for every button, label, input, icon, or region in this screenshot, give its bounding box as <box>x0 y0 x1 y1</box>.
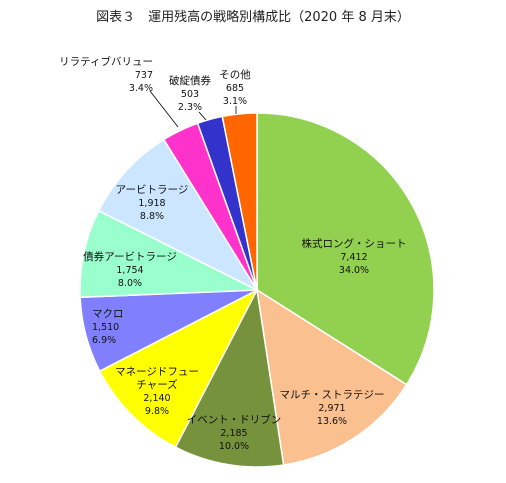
leader-line <box>198 111 207 121</box>
slice-label: 株式ロング・ショート <box>302 237 407 250</box>
slice-label: アービトラージ <box>116 184 189 196</box>
slice-percent: 8.0% <box>118 278 142 289</box>
leader-line <box>149 90 179 128</box>
slice-value: 2,185 <box>220 428 247 439</box>
slice-label: 債券アービトラージ <box>83 250 177 263</box>
slice-value: 503 <box>181 89 199 100</box>
slice-label: マネージドフュー <box>115 366 199 378</box>
slice-value: 2,140 <box>143 393 170 404</box>
slice-label: イベント・ドリブン <box>187 413 282 426</box>
slice-value: 685 <box>226 83 244 94</box>
slice-value: 1,754 <box>116 265 143 276</box>
pie-slice <box>79 209 258 299</box>
slice-label: マクロ <box>92 308 124 320</box>
slice-value: 7,412 <box>340 252 367 263</box>
pie-slice <box>221 112 258 291</box>
slice-percent: 3.1% <box>223 96 247 107</box>
slice-label: リラティブバリュー <box>59 55 153 68</box>
pie-slice <box>97 138 260 292</box>
slice-percent: 3.4% <box>129 83 153 94</box>
pie-slice <box>256 112 435 386</box>
slice-percent: 6.9% <box>92 335 116 346</box>
slice-value: 1,918 <box>138 198 165 209</box>
slice-label: その他 <box>219 68 251 81</box>
slice-label: 破綻債券 <box>169 74 211 87</box>
pie-slice <box>174 287 285 468</box>
slice-value: 737 <box>135 70 153 81</box>
slice-percent: 13.6% <box>317 416 347 427</box>
slice-percent: 10.0% <box>219 441 249 452</box>
slice-label: チャーズ <box>136 378 177 391</box>
slice-percent: 9.8% <box>145 406 169 417</box>
slice-percent: 2.3% <box>178 102 202 113</box>
slice-value: 1,510 <box>92 322 119 333</box>
slice-label: マルチ・ストラテジー <box>280 389 385 401</box>
slice-value: 2,971 <box>318 403 345 414</box>
chart-title: 図表３ 運用残高の戦略別構成比（2020 年 8 月末） <box>96 10 410 25</box>
slice-percent: 34.0% <box>339 265 369 276</box>
pie-slice <box>256 288 408 466</box>
slice-percent: 8.8% <box>140 211 164 222</box>
pie-slice <box>98 288 259 449</box>
